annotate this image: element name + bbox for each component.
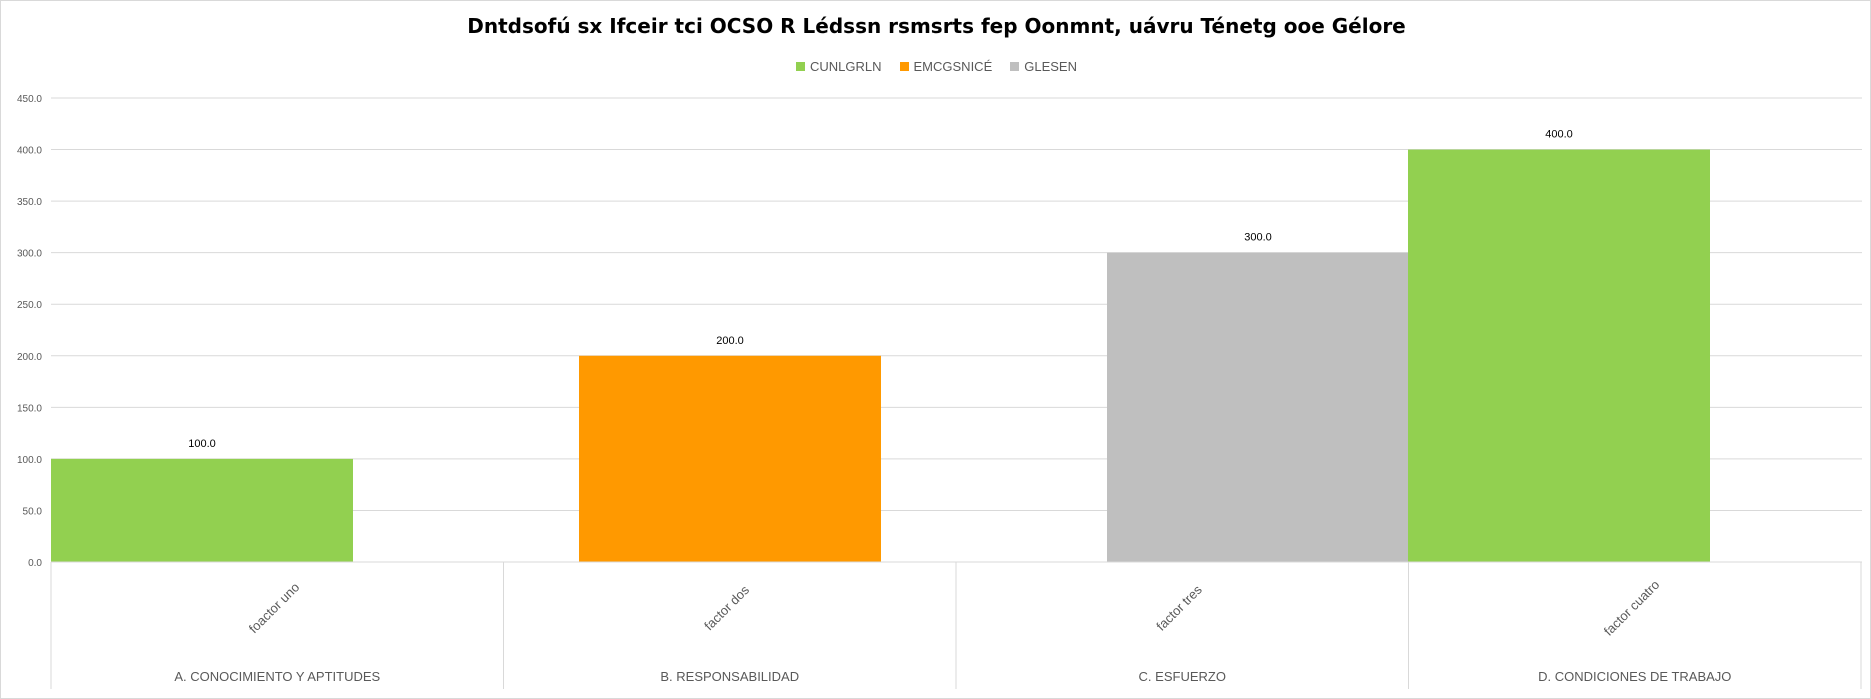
group-label: A. CONOCIMIENTO Y APTITUDES bbox=[174, 669, 380, 684]
legend-label: EMCGSNICÉ bbox=[913, 59, 993, 74]
legend-swatch bbox=[796, 62, 805, 71]
legend-label: GLESEN bbox=[1024, 59, 1077, 74]
data-label: 200.0 bbox=[716, 335, 744, 347]
category-label: foactor uno bbox=[246, 580, 303, 637]
data-label: 400.0 bbox=[1545, 129, 1573, 141]
group-label: B. RESPONSABILIDAD bbox=[660, 669, 799, 684]
legend-item: GLESEN bbox=[1010, 59, 1077, 74]
bar bbox=[1107, 252, 1409, 562]
data-label: 100.0 bbox=[188, 438, 216, 450]
category-label: factor cuatro bbox=[1601, 577, 1663, 639]
category-label: factor dos bbox=[701, 582, 752, 633]
legend-swatch bbox=[899, 62, 909, 71]
chart-legend: CUNLGRLN EMCGSNICÉ GLESEN bbox=[1, 59, 1871, 74]
bar bbox=[1408, 149, 1710, 563]
bar bbox=[579, 355, 881, 562]
y-tick-label: 350.0 bbox=[17, 197, 42, 208]
y-tick-label: 100.0 bbox=[17, 455, 42, 466]
y-tick-label: 400.0 bbox=[17, 146, 42, 157]
y-tick-label: 200.0 bbox=[17, 352, 42, 363]
y-tick-label: 250.0 bbox=[17, 300, 42, 311]
legend-label: CUNLGRLN bbox=[810, 59, 882, 74]
legend-item: CUNLGRLN bbox=[796, 59, 882, 74]
y-tick-label: 450.0 bbox=[17, 94, 42, 105]
group-label: D. CONDICIONES DE TRABAJO bbox=[1538, 669, 1731, 684]
y-tick-label: 50.0 bbox=[23, 506, 43, 517]
legend-swatch bbox=[1010, 62, 1020, 71]
data-label: 300.0 bbox=[1244, 232, 1272, 244]
bar bbox=[51, 458, 353, 562]
y-tick-label: 0.0 bbox=[28, 558, 42, 569]
legend-item: EMCGSNICÉ bbox=[899, 59, 993, 74]
category-label: factor tres bbox=[1153, 582, 1205, 634]
chart-title: Dntdsofú sx Ifceir tci OCSO R Lédssn rsm… bbox=[467, 14, 1406, 38]
y-tick-label: 300.0 bbox=[17, 249, 42, 260]
y-tick-label: 150.0 bbox=[17, 403, 42, 414]
group-label: C. ESFUERZO bbox=[1139, 669, 1226, 684]
